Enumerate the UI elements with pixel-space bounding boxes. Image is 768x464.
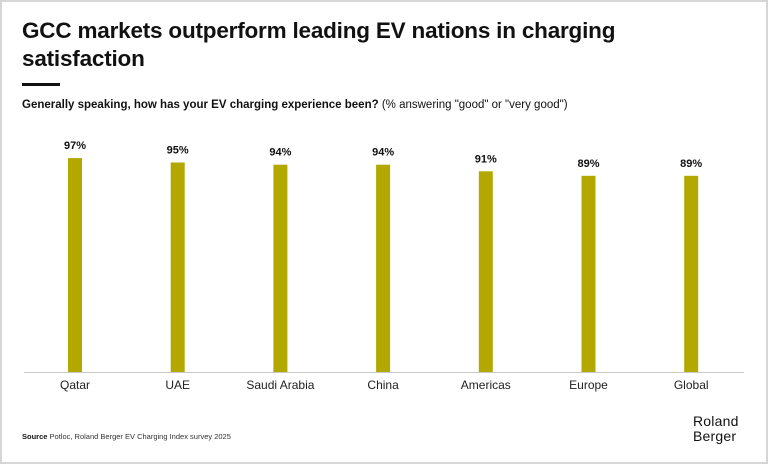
subtitle-note: (% answering "good" or "very good") <box>381 99 568 111</box>
value-labels-group: 97% 95% 94% 94% 91% 89% 89% <box>64 140 702 170</box>
bar-americas <box>478 171 493 372</box>
value-label: 89% <box>577 158 599 170</box>
value-label: 95% <box>167 145 189 157</box>
bar-global <box>684 175 699 372</box>
category-label: Americas <box>461 378 511 392</box>
chart-subtitle: Generally speaking, how has your EV char… <box>22 99 568 111</box>
source-note: Source Potloc, Roland Berger EV Charging… <box>22 432 231 441</box>
category-label: UAE <box>165 378 190 392</box>
bar-uae <box>170 162 185 372</box>
roland-berger-logo: Roland Berger <box>693 414 739 443</box>
value-label: 94% <box>269 147 291 159</box>
subtitle-question: Generally speaking, how has your EV char… <box>22 99 379 111</box>
category-label: Global <box>674 378 709 392</box>
category-label: China <box>367 378 399 392</box>
bar-saudi-arabia <box>273 164 288 372</box>
value-label: 97% <box>64 140 86 152</box>
category-label: Qatar <box>60 378 90 392</box>
source-text: Potloc, Roland Berger EV Charging Index … <box>49 432 231 441</box>
value-label: 91% <box>475 153 497 165</box>
title-underline <box>22 83 60 86</box>
bars-group <box>68 158 699 372</box>
logo-line-1: Roland <box>693 413 739 429</box>
category-label: Europe <box>569 378 608 392</box>
category-label: Saudi Arabia <box>246 378 314 392</box>
bar-europe <box>581 175 596 372</box>
logo-line-2: Berger <box>693 427 737 444</box>
value-label: 89% <box>680 158 702 170</box>
category-labels-group: Qatar UAE Saudi Arabia China Americas Europe G… <box>60 378 709 392</box>
bar-qatar <box>68 158 82 372</box>
chart-title: GCC markets outperform leading EV nation… <box>22 18 616 71</box>
bar-china <box>376 164 391 372</box>
value-label: 94% <box>372 147 394 159</box>
source-label: Source <box>22 432 48 441</box>
